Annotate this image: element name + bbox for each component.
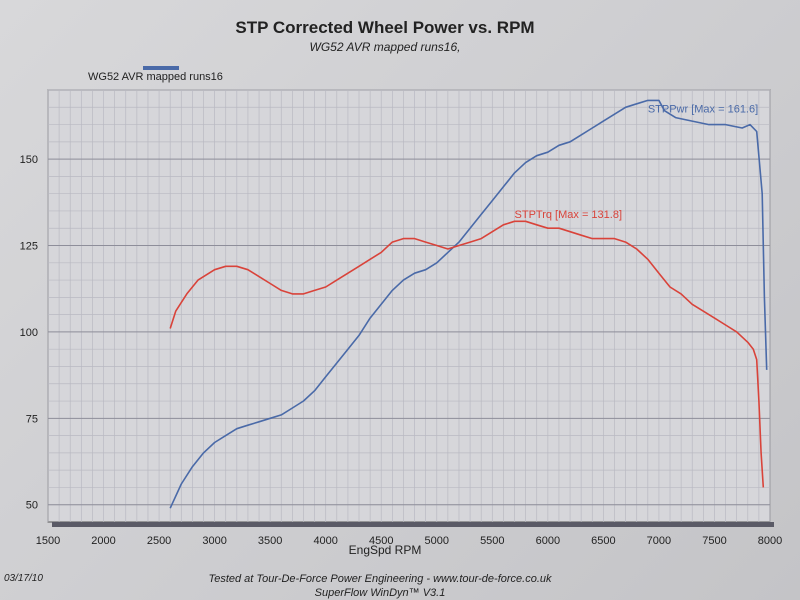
chart-subtitle: WG52 AVR mapped runs16, — [309, 40, 461, 54]
series-annotation-stppwr: STPPwr [Max = 161.6] — [648, 103, 758, 115]
y-tick-label: 150 — [20, 154, 38, 166]
plot-shadow — [52, 522, 774, 527]
x-tick-label: 8000 — [758, 535, 782, 547]
footer-credit: Tested at Tour-De-Force Power Engineerin… — [208, 573, 552, 585]
y-tick-label: 100 — [20, 327, 38, 339]
x-tick-labels: 1500 2000 2500 3000 3500 4000 4500 5000 5500 6000… — [36, 535, 782, 547]
series-line-stppwr — [169, 99, 768, 509]
y-tick-label: 50 — [26, 500, 38, 512]
x-tick-label: 1500 — [36, 535, 60, 547]
x-tick-label: 4500 — [369, 535, 393, 547]
x-tick-label: 7500 — [702, 535, 726, 547]
y-tick-label: 75 — [26, 413, 38, 425]
series-layer — [169, 99, 768, 509]
x-tick-label: 6000 — [536, 535, 560, 547]
x-tick-label: 2000 — [91, 535, 115, 547]
legend-swatch-power — [143, 66, 179, 70]
x-tick-label: 7000 — [647, 535, 671, 547]
x-tick-label: 3500 — [258, 535, 282, 547]
footer-date: 03/17/10 — [4, 573, 43, 584]
y-tick-labels: 50 75 100 125 150 — [20, 154, 38, 512]
plot-area — [47, 89, 771, 523]
legend-label: WG52 AVR mapped runs16 — [88, 71, 223, 83]
footer-software: SuperFlow WinDyn™ V3.1 — [314, 587, 446, 599]
chart-title: STP Corrected Wheel Power vs. RPM — [235, 18, 535, 37]
x-tick-label: 3000 — [202, 535, 226, 547]
x-tick-label: 5000 — [425, 535, 449, 547]
x-tick-label: 5500 — [480, 535, 504, 547]
series-line-stptrq — [169, 220, 765, 488]
series-annotation-stptrq: STPTrq [Max = 131.8] — [515, 209, 623, 221]
annotation-layer: STPPwr [Max = 161.6] STPTrq [Max = 131.8] — [515, 103, 759, 220]
y-tick-label: 125 — [20, 241, 38, 253]
x-axis-label: EngSpd RPM — [348, 543, 422, 557]
x-tick-label: 6500 — [591, 535, 615, 547]
x-tick-label: 4000 — [313, 535, 337, 547]
x-tick-label: 2500 — [147, 535, 171, 547]
grid-major — [48, 158, 770, 506]
